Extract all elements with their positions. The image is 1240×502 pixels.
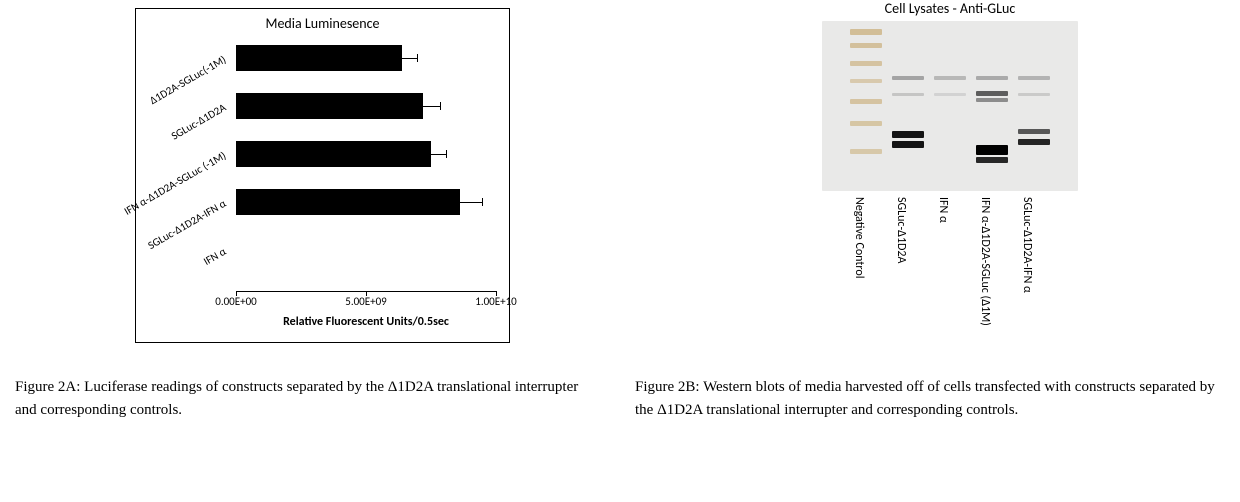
blot-lane (846, 21, 886, 191)
error-bar (436, 202, 483, 203)
blot-lane-label: SGLuc-Δ1D2A (894, 197, 908, 263)
chart-x-axis-title: Relative Fluorescent Units/0.5sec (236, 315, 496, 329)
blot-lane-label: Negative Control (852, 197, 866, 278)
caption-2a: Figure 2A: Luciferase readings of constr… (15, 376, 600, 423)
blot-lane (1014, 21, 1054, 191)
blot-band (976, 145, 1008, 155)
blot-band (976, 76, 1008, 80)
chart-title: Media Luminesence (136, 15, 509, 32)
blot-band (850, 29, 882, 35)
blot-wrap: Cell Lysates - Anti-GLuc Negative Contro… (810, 0, 1090, 367)
chart-x-axis (236, 291, 496, 292)
error-bar (387, 58, 418, 59)
error-bar (405, 106, 441, 107)
bar (236, 189, 460, 215)
blot-image (822, 21, 1078, 191)
bar-row (236, 189, 496, 215)
blot-lane-label: SGLuc-Δ1D2A-IFN α (1020, 197, 1034, 293)
bar (236, 141, 431, 167)
blot-lane-labels: Negative Control SGLuc-Δ1D2A IFN α IFN α-Δ1… (822, 197, 1078, 367)
blot-band (934, 93, 966, 96)
x-tick-label: 0.00E+00 (215, 295, 257, 308)
bar-row (236, 93, 496, 119)
blot-band (850, 149, 882, 154)
blot-title: Cell Lysates - Anti-GLuc (810, 0, 1090, 17)
bar-row (236, 237, 496, 263)
blot-band (976, 91, 1008, 96)
chart-plot-area (236, 41, 496, 291)
caption-2b: Figure 2B: Western blots of media harves… (635, 376, 1230, 423)
blot-band (892, 131, 924, 138)
blot-band (892, 93, 924, 96)
blot-lane-label: IFN α-Δ1D2A-SGLuc (Δ1M) (978, 197, 992, 326)
blot-band (934, 76, 966, 80)
blot-band (850, 79, 882, 83)
blot-band (976, 98, 1008, 102)
blot-band (1018, 93, 1050, 96)
blot-band (1018, 76, 1050, 80)
x-tick-label: 1.00E+10 (475, 295, 517, 308)
blot-band (850, 61, 882, 66)
blot-lane (930, 21, 970, 191)
blot-band (850, 121, 882, 126)
error-bar (415, 154, 446, 155)
blot-band (850, 99, 882, 104)
bar-row (236, 45, 496, 71)
blot-band (1018, 129, 1050, 134)
blot-lane (888, 21, 928, 191)
bar (236, 45, 402, 71)
bar-row (236, 141, 496, 167)
blot-lane-label: IFN α (936, 197, 950, 223)
blot-band (892, 141, 924, 148)
x-tick-label: 5.00E+09 (345, 295, 387, 308)
blot-band (892, 76, 924, 80)
blot-lane (972, 21, 1012, 191)
blot-band (976, 157, 1008, 163)
bar (236, 93, 423, 119)
blot-band (850, 43, 882, 48)
blot-band (1018, 139, 1050, 145)
